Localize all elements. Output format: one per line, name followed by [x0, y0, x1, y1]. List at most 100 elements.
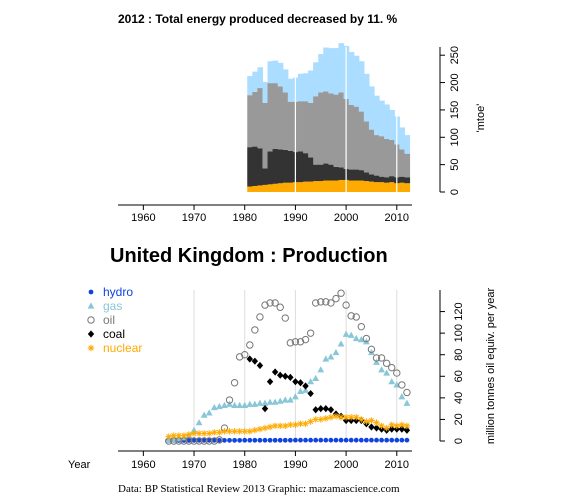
legend-marker-hydro: [88, 289, 94, 295]
bar-gas-1998: [333, 48, 340, 95]
point-oil-1981: [246, 341, 254, 349]
point-hydro-2003: [358, 437, 364, 443]
point-hydro-2011: [399, 437, 405, 443]
bar-gas-1999: [338, 43, 345, 93]
point-gas-1976: [221, 401, 228, 409]
bar-renewables-1984: [262, 184, 269, 192]
bar-gas-1991: [297, 73, 304, 102]
bar-gas-2008: [384, 104, 390, 139]
point-nuclear-1990: [292, 421, 299, 429]
point-gas-2008: [383, 369, 391, 376]
point-hydro-1970: [191, 437, 197, 443]
x-tick-label-1990: 1990: [283, 459, 307, 471]
top-y-axis-label: 'mtoe': [475, 104, 487, 133]
point-hydro-1978: [232, 437, 237, 443]
point-nuclear-2002: [353, 414, 360, 421]
point-gas-1982: [251, 400, 259, 407]
point-hydro-1979: [237, 437, 243, 443]
point-gas-1971: [195, 419, 203, 426]
bar-gas-2002: [353, 55, 360, 107]
point-nuclear-1967: [175, 432, 183, 439]
bar-renewables-1986: [272, 183, 279, 192]
bar-renewables-1998: [333, 180, 340, 192]
point-oil-1970: [190, 437, 198, 445]
bar-gas-2006: [373, 95, 380, 136]
legend-label-oil: oil: [103, 313, 115, 327]
point-hydro-2004: [363, 437, 369, 443]
point-oil-1984: [261, 301, 269, 309]
stacked-production-chart: 1960 1970 1980 1990 2000 2010 0 50 100 150 200 250…: [118, 43, 487, 224]
bar-oil-2011: [399, 149, 405, 177]
point-oil-2012: [403, 388, 411, 397]
point-oil-2008: [382, 359, 391, 368]
bar-coal-1989: [287, 150, 294, 183]
bar-gas-1996: [323, 47, 329, 92]
point-hydro-2012: [404, 437, 410, 443]
point-gas-1973: [205, 409, 213, 416]
point-coal-1989: [287, 373, 294, 381]
bar-gas-2012: [404, 135, 411, 154]
bar-gas-1983: [257, 67, 264, 89]
point-hydro-1982: [252, 437, 258, 443]
point-oil-1980: [241, 351, 249, 359]
point-nuclear-1984: [261, 424, 269, 432]
point-gas-2011: [398, 393, 406, 400]
bar-oil-1981: [247, 95, 253, 148]
point-hydro-1999: [338, 437, 344, 443]
bar-renewables-1988: [282, 182, 289, 192]
bar-renewables-2001: [348, 180, 355, 192]
point-hydro-1975: [216, 437, 222, 443]
point-gas-2007: [378, 366, 385, 373]
bar-coal-1988: [282, 149, 289, 183]
legend-label-coal: coal: [103, 327, 125, 341]
point-hydro-2002: [353, 437, 359, 443]
x-tick-label-1990: 1990: [283, 212, 307, 224]
point-oil-2002: [352, 313, 360, 321]
point-hydro-1986: [272, 437, 278, 443]
bar-coal-1994: [313, 164, 319, 182]
point-gas-1994: [312, 374, 320, 382]
bar-renewables-1992: [303, 181, 309, 192]
bar-gas-1982: [252, 71, 258, 92]
point-oil-2000: [342, 301, 350, 309]
bar-coal-2009: [389, 176, 395, 183]
bar-oil-1995: [318, 92, 324, 165]
point-oil-1983: [256, 313, 264, 321]
bar-coal-1982: [252, 146, 258, 186]
bar-oil-2004: [363, 121, 370, 173]
legend-label-hydro: hydro: [103, 285, 133, 299]
point-hydro-1971: [196, 437, 202, 443]
point-nuclear-2012: [403, 422, 411, 430]
bar-renewables-2011: [399, 182, 405, 192]
bar-oil-1991: [297, 101, 304, 152]
point-nuclear-1999: [337, 414, 345, 421]
bar-coal-1992: [303, 153, 309, 182]
bar-coal-1983: [257, 148, 264, 186]
point-hydro-2001: [348, 437, 354, 443]
y-tick-label-60: 60: [453, 370, 465, 382]
y-tick-label-200: 200: [449, 73, 461, 91]
bar-renewables-1985: [267, 184, 274, 192]
point-coal-1987: [277, 371, 284, 379]
point-hydro-2005: [369, 437, 374, 443]
bar-gas-1997: [328, 48, 335, 94]
point-oil-1979: [235, 353, 244, 361]
x-tick-label-2000: 2000: [334, 459, 358, 471]
bar-coal-2008: [384, 177, 390, 183]
point-oil-1989: [286, 339, 295, 347]
point-hydro-1994: [313, 437, 319, 443]
bar-gas-1994: [313, 62, 319, 97]
point-nuclear-1996: [322, 415, 330, 422]
bar-coal-1984: [262, 168, 269, 185]
bar-renewables-1993: [308, 181, 314, 192]
point-nuclear-2008: [383, 424, 390, 432]
point-coal-1986: [271, 368, 279, 376]
bar-renewables-1982: [252, 185, 258, 192]
point-gas-1995: [317, 366, 325, 373]
legend-marker-oil: [87, 316, 95, 324]
bar-oil-1989: [287, 101, 294, 151]
point-coal-1995: [317, 405, 324, 413]
bar-gas-2007: [379, 100, 385, 137]
point-nuclear-1988: [282, 422, 289, 430]
